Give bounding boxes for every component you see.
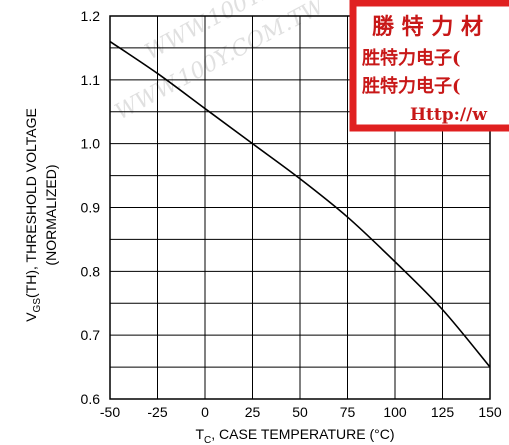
- stamp-line-1: 勝 特 力 材: [372, 14, 483, 40]
- x-tick-label: 25: [245, 404, 261, 420]
- stamp-line-2: 胜特力电子(: [362, 47, 461, 69]
- grid-lines: [109, 15, 491, 400]
- series-line: [109, 40, 491, 368]
- x-tick-label: 75: [340, 404, 356, 420]
- stamp-line-3: 胜特力电子(: [362, 75, 461, 97]
- y-axis-title: VGS(TH), THRESHOLD VOLTAGE (NORMALIZED): [23, 108, 59, 322]
- y-axis-title-line2: (NORMALIZED): [43, 164, 59, 265]
- y-tick-labels: 0.6 0.7 0.8 0.9 1.0 1.1 1.2: [81, 8, 101, 407]
- stamp-overlay: 勝 特 力 材 胜特力电子( 胜特力电子( Http://w: [349, 0, 509, 132]
- svg-text:VGS(TH), THRESHOLD VOLTAGE: VGS(TH), THRESHOLD VOLTAGE: [23, 108, 43, 322]
- plot-frame: [109, 15, 491, 400]
- y-tick-label: 0.8: [81, 263, 101, 279]
- x-tick-label: 100: [383, 404, 407, 420]
- x-tick-label: 125: [431, 404, 455, 420]
- x-tick-labels: -50 -25 0 25 50 75 100 125 150: [100, 404, 502, 420]
- y-tick-label: 1.2: [81, 8, 101, 24]
- x-tick-label: -25: [147, 404, 167, 420]
- x-tick-label: 0: [201, 404, 209, 420]
- y-tick-label: 1.1: [81, 72, 101, 88]
- y-tick-label: 1.0: [81, 136, 101, 152]
- y-tick-label: 0.6: [81, 391, 101, 407]
- x-tick-label: 50: [292, 404, 308, 420]
- stamp-box: [349, 0, 509, 132]
- y-tick-label: 0.9: [81, 200, 101, 216]
- x-axis-title: TC, CASE TEMPERATURE (°C): [195, 426, 394, 445]
- x-tick-label: -50: [100, 404, 120, 420]
- stamp-line-4: Http://w: [410, 105, 487, 125]
- x-tick-label: 150: [478, 404, 502, 420]
- y-tick-label: 0.7: [81, 327, 101, 343]
- watermark-layer: WWW.100Y.COM.TW WWW.100Y.COM.TW: [111, 0, 361, 125]
